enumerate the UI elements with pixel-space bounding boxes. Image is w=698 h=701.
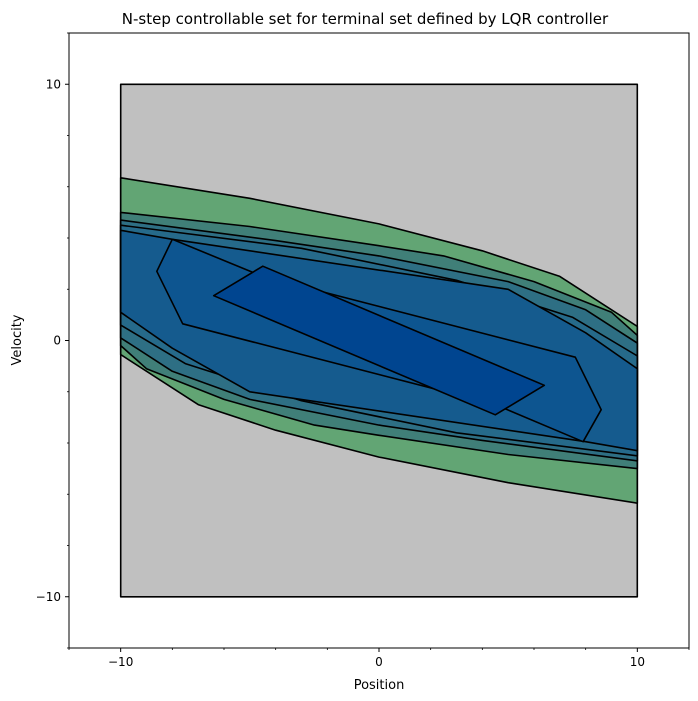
x-tick-label: 10 — [630, 655, 645, 669]
region-7 — [212, 265, 546, 416]
y-tick-label: −10 — [36, 590, 61, 604]
regions-layer — [119, 83, 639, 598]
chart-title: N-step controllable set for terminal set… — [122, 10, 609, 28]
x-tick-label: 0 — [375, 655, 383, 669]
y-tick-label: 0 — [53, 334, 61, 348]
x-tick-label: −10 — [108, 655, 133, 669]
y-axis-label: Velocity — [10, 314, 25, 365]
axes-layer: −10 0 10 −10 0 10 — [36, 32, 690, 669]
y-tick-label: 10 — [46, 77, 61, 91]
x-axis-label: Position — [354, 678, 405, 693]
